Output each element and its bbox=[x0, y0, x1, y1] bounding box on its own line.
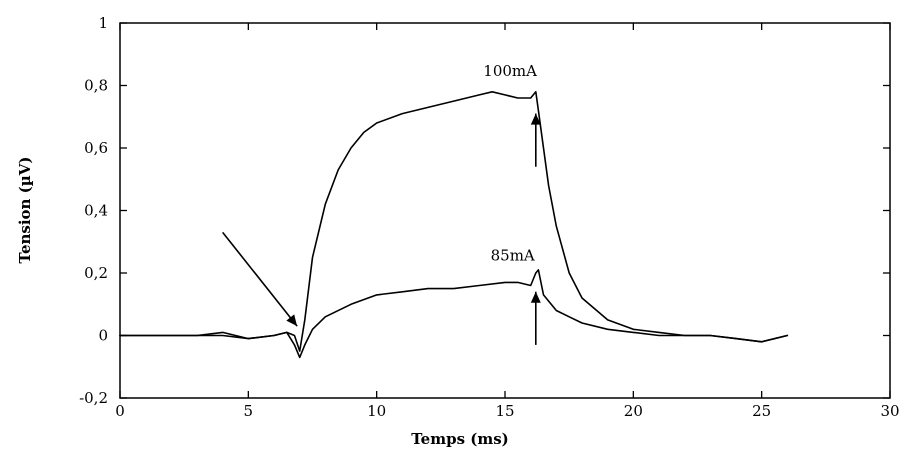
text-layer: 0 5 10 15 20 25 30 -0,2 0 0,2 0,4 0,6 0,8 1 100mA 85mA bbox=[79, 14, 899, 420]
x-tick-label: 20 bbox=[624, 402, 643, 420]
series-annotation-label: 100mA bbox=[483, 62, 537, 80]
y-axis-label: Tension (µV) bbox=[16, 157, 34, 264]
annotation-arrow bbox=[530, 291, 541, 345]
series-line-0 bbox=[119, 91, 789, 352]
arrow-layer bbox=[222, 113, 541, 345]
y-tick-label: 0,8 bbox=[84, 77, 108, 95]
x-tick-label: 30 bbox=[880, 402, 899, 420]
y-tick-label: 0,6 bbox=[84, 139, 108, 157]
x-tick-label: 10 bbox=[367, 402, 386, 420]
series-line-1 bbox=[119, 269, 789, 359]
annotation-arrow bbox=[222, 231, 298, 327]
series-layer bbox=[119, 91, 789, 359]
x-tick-label: 5 bbox=[244, 402, 254, 420]
x-tick-label: 15 bbox=[495, 402, 514, 420]
y-tick-label: 0,2 bbox=[84, 264, 108, 282]
x-tick-label: 0 bbox=[115, 402, 125, 420]
annotation-arrow bbox=[530, 113, 541, 167]
y-tick-label: 1 bbox=[98, 14, 108, 32]
x-tick-label: 25 bbox=[752, 402, 771, 420]
y-tick-label: -0,2 bbox=[79, 389, 108, 407]
series-annotation-label: 85mA bbox=[491, 247, 535, 265]
y-tick-label: 0,4 bbox=[84, 202, 108, 220]
x-axis-label: Temps (ms) bbox=[411, 430, 509, 448]
y-tick-label: 0 bbox=[98, 327, 108, 345]
